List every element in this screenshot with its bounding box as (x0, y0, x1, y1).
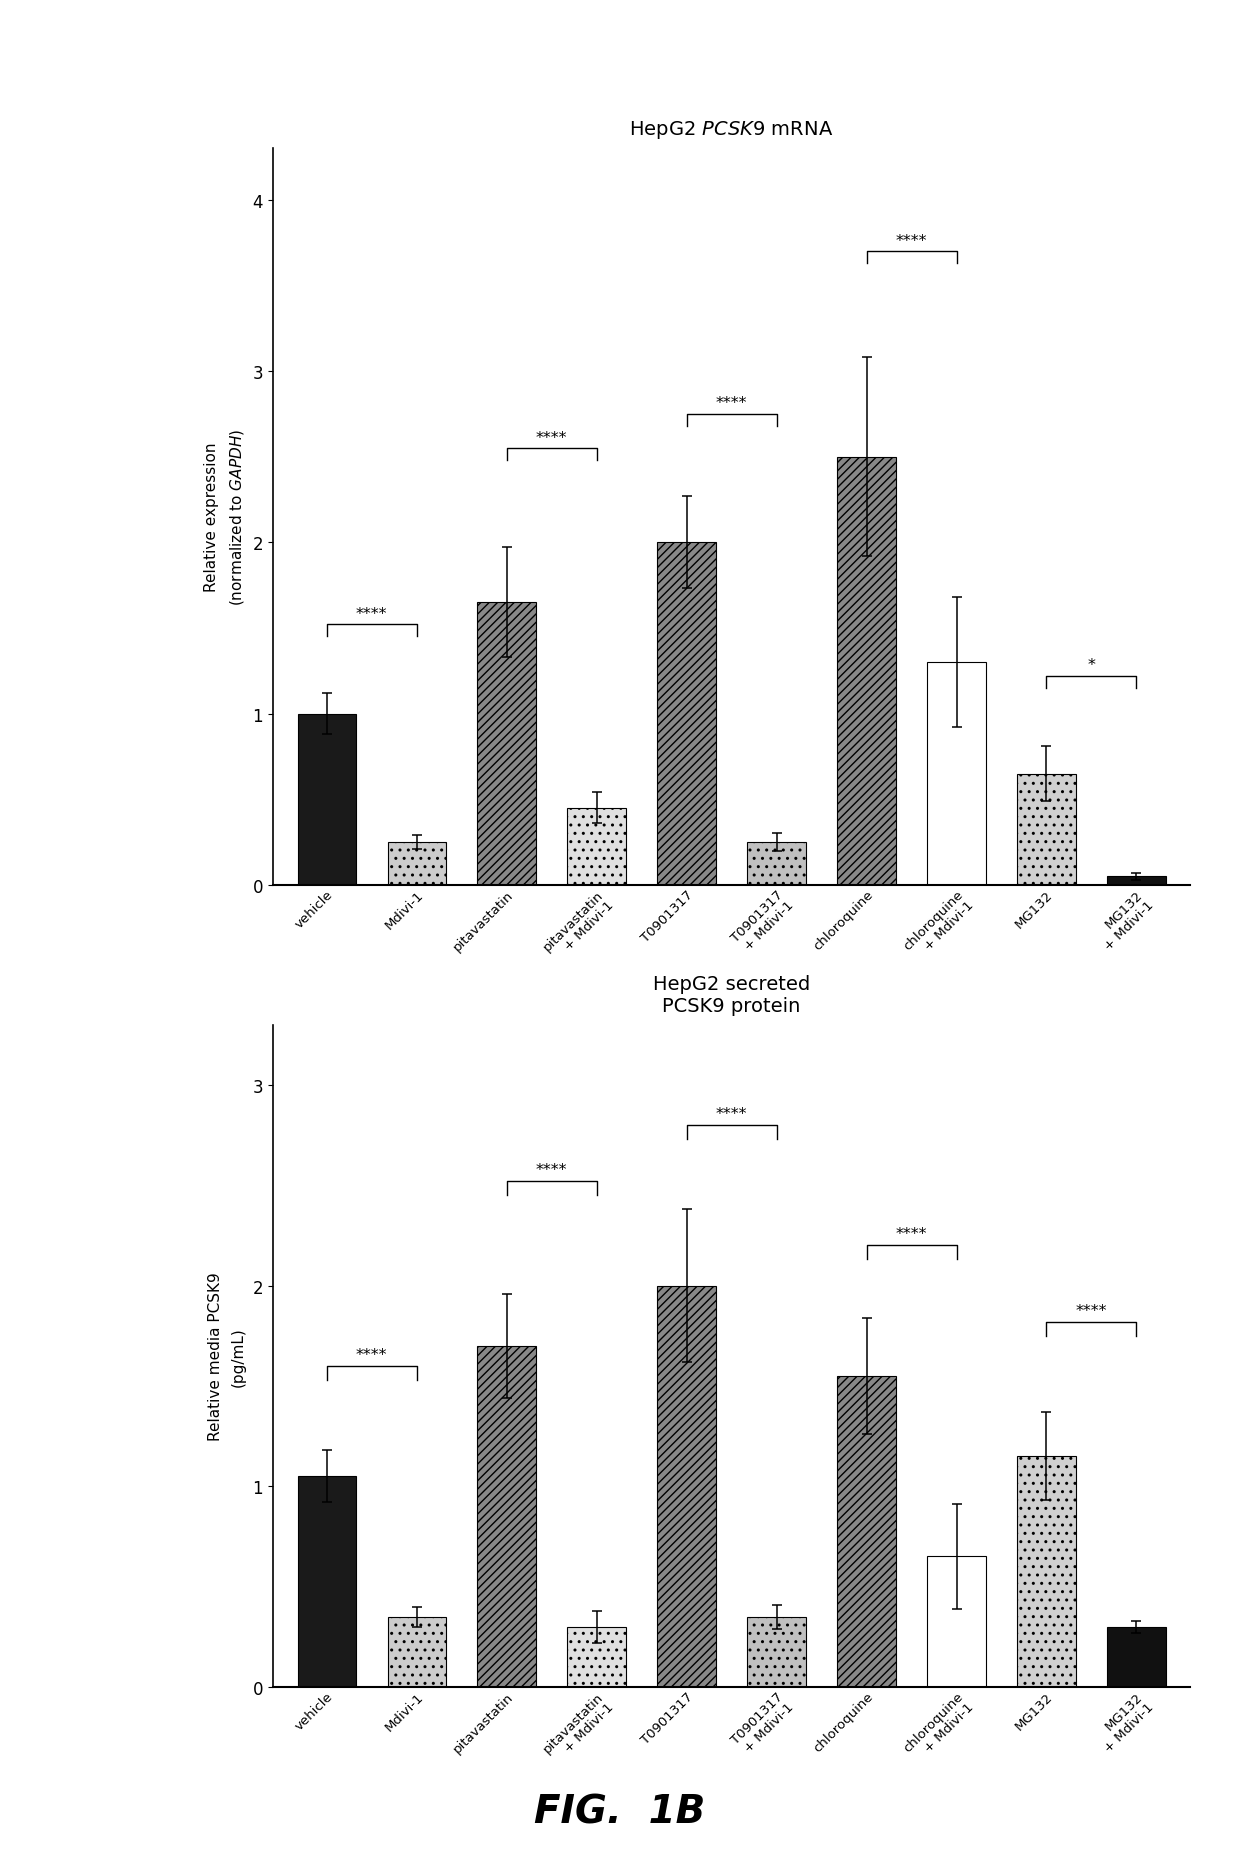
Bar (928, 1556, 986, 1687)
Bar (388, 843, 446, 885)
Bar (928, 664, 986, 885)
Bar (298, 714, 356, 885)
Bar (748, 1616, 806, 1687)
Bar (1107, 876, 1166, 885)
Bar (748, 843, 806, 885)
Bar (568, 809, 626, 885)
Text: ****: **** (536, 431, 568, 445)
Title: HepG2 $\it{PCSK9}$ mRNA: HepG2 $\it{PCSK9}$ mRNA (630, 119, 833, 142)
Bar (388, 1616, 446, 1687)
Text: ****: **** (1075, 1303, 1107, 1318)
Text: ****: **** (536, 1163, 568, 1178)
Bar (657, 542, 715, 885)
Text: ****: **** (715, 397, 748, 412)
Text: ****: **** (356, 1348, 388, 1363)
Text: ****: **** (895, 233, 928, 248)
Y-axis label: Relative media PCSK9
(pg/mL): Relative media PCSK9 (pg/mL) (208, 1271, 246, 1441)
Text: *: * (1087, 658, 1095, 673)
Bar (477, 602, 536, 885)
Bar (837, 457, 895, 885)
Text: ****: **** (895, 1227, 928, 1241)
Bar (837, 1376, 895, 1687)
Y-axis label: Relative expression
(normalized to $\it{GAPDH}$): Relative expression (normalized to $\it{… (205, 429, 246, 606)
Bar (1017, 1456, 1076, 1687)
Bar (657, 1286, 715, 1687)
Text: ****: **** (356, 606, 388, 623)
Bar (1017, 774, 1076, 885)
Bar (1107, 1627, 1166, 1687)
Bar (477, 1346, 536, 1687)
Title: HepG2 secreted
PCSK9 protein: HepG2 secreted PCSK9 protein (653, 975, 810, 1016)
Text: FIG.  1B: FIG. 1B (534, 1793, 706, 1830)
Text: ****: **** (715, 1107, 748, 1122)
Bar (298, 1476, 356, 1687)
Bar (568, 1627, 626, 1687)
